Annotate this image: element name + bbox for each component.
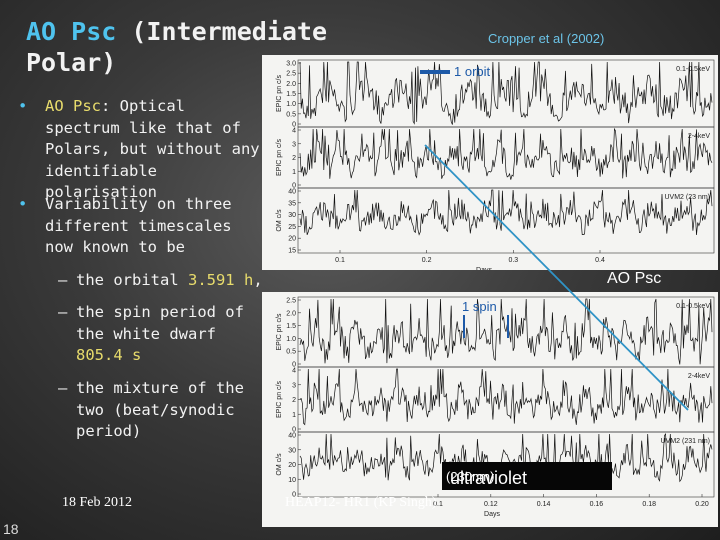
- y-tick-label: 30: [288, 447, 296, 454]
- y-tick-label: 35: [288, 200, 296, 207]
- y-tick-label: 3.0: [286, 61, 296, 68]
- y-tick-label: 0: [292, 183, 296, 190]
- title-highlight: AO Psc: [26, 17, 117, 46]
- y-tick-label: 25: [288, 224, 296, 231]
- orbit-banner: 1 orbit: [454, 64, 491, 79]
- x-tick-label: 0.14: [537, 501, 551, 508]
- y-tick-label: 0: [292, 492, 296, 499]
- x-tick-label: 0.1: [335, 257, 345, 264]
- x-tick-label: 0.4: [595, 257, 605, 264]
- bullet-item: • Variability on three different timesca…: [18, 195, 232, 256]
- y-tick-label: 2: [292, 155, 296, 162]
- x-axis-label: Days: [484, 511, 500, 518]
- title-rest: (Intermediate Polar): [26, 17, 328, 77]
- x-tick-label: 0.12: [484, 501, 498, 508]
- light-curve-trace: [299, 433, 713, 483]
- y-tick-label: 0: [292, 427, 296, 434]
- y-axis-label: EPIC pn c/s: [276, 313, 283, 350]
- x-tick-label: 0.20: [695, 501, 709, 508]
- y-axis-label: EPIC pn c/s: [276, 139, 283, 176]
- x-tick-label: 0.16: [590, 501, 604, 508]
- bullet-item: • AO Psc: Optical spectrum like that of …: [18, 97, 260, 201]
- sub-bullet-orbital: – the orbital 3.591 h,: [58, 271, 263, 289]
- light-curve-panel: 40 30 20 10 0 OM c/s UVM2 (231 nm): [276, 431, 715, 499]
- y-tick-label: 1.5: [286, 323, 296, 330]
- page-number: 18: [3, 521, 19, 537]
- y-tick-label: 2: [292, 397, 296, 404]
- x-tick-label: 0.18: [642, 501, 656, 508]
- y-tick-label: 15: [288, 248, 296, 255]
- energy-band-label: 2-4keV: [688, 133, 711, 140]
- y-tick-label: 2.5: [286, 298, 296, 305]
- y-axis-label: EPIC pn c/s: [276, 381, 283, 418]
- y-tick-label: 0.5: [286, 349, 296, 356]
- y-tick-label: 3: [292, 382, 296, 389]
- y-tick-label: 30: [288, 212, 296, 219]
- y-tick-label: 2.5: [286, 71, 296, 78]
- light-curve-trace: [299, 61, 713, 125]
- y-tick-label: 2.0: [286, 310, 296, 317]
- y-tick-label: 0: [292, 122, 296, 129]
- x-tick-label: 0.2: [422, 257, 432, 264]
- y-tick-label: 0: [292, 362, 296, 369]
- x-axis-label: Days: [476, 267, 492, 270]
- ultraviolet-label: ultraviolet (230nm): [442, 462, 612, 490]
- y-tick-label: 1.0: [286, 336, 296, 343]
- y-tick-label: 4: [292, 128, 296, 135]
- sub-bullet-beat: – the mixture of the two (beat/synodic p…: [58, 379, 244, 440]
- energy-band-label: UVM2 (23 nm): [664, 194, 710, 201]
- y-tick-label: 4: [292, 368, 296, 375]
- x-tick-label: 0.1: [433, 501, 443, 508]
- y-tick-label: 3: [292, 141, 296, 148]
- energy-band-label: 0.1-0.5keV: [676, 66, 710, 73]
- footer-date: 18 Feb 2012: [62, 495, 132, 510]
- spin-banner: 1 spin: [462, 299, 497, 314]
- orbit-light-curve-plot: 3.0 2.5 2.0 1.5 1.0 0.5 0 EPIC pn c/s 0.1-0.5keV…: [262, 55, 718, 270]
- y-tick-label: 0.5: [286, 111, 296, 118]
- y-tick-label: 1.5: [286, 91, 296, 98]
- energy-band-label: 0.1-0.5keV: [676, 303, 710, 310]
- y-tick-label: 10: [288, 477, 296, 484]
- footer-event: HEAP12- HR1 (KP Singh): [285, 495, 437, 510]
- y-tick-label: 1: [292, 412, 296, 419]
- y-tick-label: 2.0: [286, 81, 296, 88]
- spin-light-curve-plot: 2.5 2.0 1.5 1.0 0.5 0 EPIC pn c/s 0.1-0.5keV 4 3 2…: [262, 292, 718, 527]
- y-tick-label: 40: [288, 189, 296, 196]
- y-tick-label: 1.0: [286, 101, 296, 108]
- ao-psc-label: AO Psc: [607, 270, 662, 287]
- y-tick-label: 1: [292, 169, 296, 176]
- y-axis-label: EPIC pn c/s: [276, 75, 283, 112]
- y-tick-label: 40: [288, 433, 296, 440]
- x-tick-label: 0.3: [508, 257, 518, 264]
- slide-title: AO Psc (Intermediate Polar): [26, 16, 396, 78]
- citation-credit: Cropper et al (2002): [488, 31, 605, 46]
- y-tick-label: 20: [288, 236, 296, 243]
- y-tick-label: 20: [288, 462, 296, 469]
- energy-band-label: 2-4keV: [688, 373, 711, 380]
- y-axis-label: OM c/s: [276, 453, 283, 476]
- energy-band-label: UVM2 (231 nm): [661, 438, 710, 445]
- sub-bullet-spin: – the spin period of the white dwarf 805…: [58, 303, 244, 364]
- y-axis-label: OM c/s: [276, 209, 283, 232]
